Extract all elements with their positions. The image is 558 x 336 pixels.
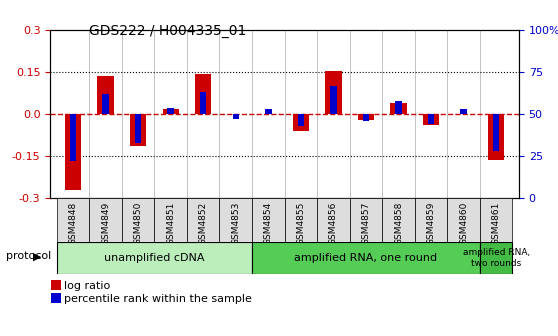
Bar [98, 77, 114, 114]
Text: GSM4852: GSM4852 [199, 202, 208, 245]
Text: GSM4860: GSM4860 [459, 202, 468, 245]
Bar [65, 114, 81, 190]
Bar [330, 86, 336, 114]
Text: GSM4858: GSM4858 [394, 202, 403, 245]
Text: protocol: protocol [6, 251, 51, 261]
Text: GSM4859: GSM4859 [426, 202, 436, 245]
Text: GSM4849: GSM4849 [101, 202, 110, 245]
Bar [265, 109, 272, 114]
Text: GSM4851: GSM4851 [166, 202, 175, 245]
Bar [493, 114, 499, 151]
Bar [480, 242, 512, 274]
Bar [135, 114, 141, 143]
Text: GSM4855: GSM4855 [296, 202, 305, 245]
Text: log ratio: log ratio [64, 281, 110, 291]
Bar [162, 109, 179, 114]
Text: ▶: ▶ [33, 251, 42, 261]
Text: amplified RNA, one round: amplified RNA, one round [295, 253, 437, 263]
Bar [233, 114, 239, 119]
Text: GSM4861: GSM4861 [492, 202, 501, 245]
Bar [350, 198, 382, 242]
Bar [460, 109, 467, 114]
Bar [363, 114, 369, 121]
Text: GSM4850: GSM4850 [133, 202, 143, 245]
Text: GSM4856: GSM4856 [329, 202, 338, 245]
Bar [395, 101, 402, 114]
Bar [448, 198, 480, 242]
Bar [195, 74, 211, 114]
Bar [297, 114, 304, 126]
Text: amplified RNA,
two rounds: amplified RNA, two rounds [463, 248, 530, 267]
Bar [415, 198, 448, 242]
Bar [89, 198, 122, 242]
Text: GDS222 / H004335_01: GDS222 / H004335_01 [89, 24, 246, 38]
Text: GSM4854: GSM4854 [264, 202, 273, 245]
Text: GSM4848: GSM4848 [69, 202, 78, 245]
Text: GSM4857: GSM4857 [362, 202, 371, 245]
Bar [187, 198, 219, 242]
Bar [102, 94, 109, 114]
Bar [317, 198, 350, 242]
Bar [252, 198, 285, 242]
Bar [391, 103, 407, 114]
Bar [382, 198, 415, 242]
Bar [480, 198, 512, 242]
Bar [285, 198, 317, 242]
Bar [428, 114, 434, 124]
Bar [200, 92, 206, 114]
Text: GSM4853: GSM4853 [231, 202, 240, 245]
Bar [130, 114, 146, 146]
Bar [252, 242, 480, 274]
Bar [325, 72, 341, 114]
Bar [167, 108, 174, 114]
Text: unamplified cDNA: unamplified cDNA [104, 253, 205, 263]
Text: percentile rank within the sample: percentile rank within the sample [64, 294, 252, 304]
Bar [358, 114, 374, 120]
Bar [423, 114, 439, 125]
Bar [293, 114, 309, 131]
Bar [155, 198, 187, 242]
Bar [57, 198, 89, 242]
Bar [122, 198, 155, 242]
Bar [219, 198, 252, 242]
Bar [57, 242, 252, 274]
Bar [488, 114, 504, 161]
Bar [70, 114, 76, 161]
